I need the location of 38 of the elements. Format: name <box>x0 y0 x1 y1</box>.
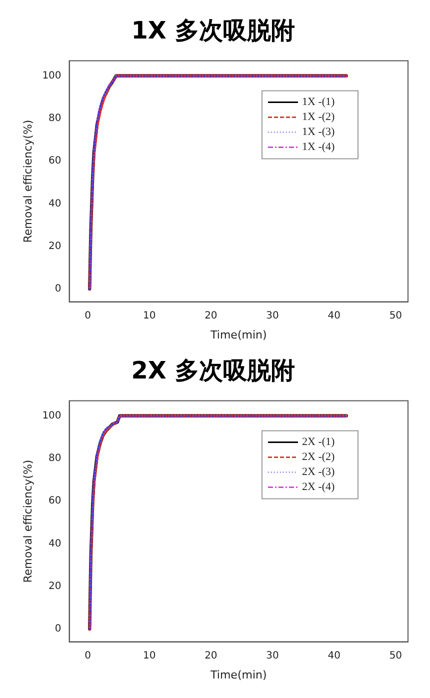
y-tick-label: 100 <box>42 70 62 82</box>
x-tick-label: 20 <box>204 310 218 322</box>
x-axis-title: Time(min) <box>210 668 267 682</box>
y-tick-label: 40 <box>48 198 62 210</box>
y-tick-label: 20 <box>48 580 62 592</box>
x-tick-label: 50 <box>389 650 402 662</box>
legend-label: 2X -(1) <box>302 436 336 448</box>
x-tick-label: 30 <box>266 650 279 662</box>
chart-title: 1X 多次吸脱附 <box>131 16 295 45</box>
legend-label: 2X -(4) <box>302 481 336 494</box>
x-tick-label: 40 <box>328 310 340 322</box>
y-tick-label: 40 <box>48 538 62 550</box>
legend-label: 1X -(2) <box>302 111 336 124</box>
legend-label: 1X -(1) <box>302 96 336 108</box>
y-tick-label: 80 <box>48 112 62 124</box>
y-axis-title: Removal efficiency(%) <box>21 120 34 243</box>
x-tick-label: 10 <box>142 310 156 322</box>
legend-label: 2X -(3) <box>302 466 336 478</box>
y-tick-label: 60 <box>48 496 62 507</box>
y-tick-label: 20 <box>48 240 62 252</box>
legend-label: 1X -(3) <box>302 126 336 138</box>
y-tick-label: 0 <box>54 284 62 295</box>
x-tick-label: 0 <box>84 310 91 322</box>
y-tick-label: 0 <box>54 624 62 635</box>
x-tick-label: 0 <box>84 650 91 662</box>
x-tick-label: 50 <box>389 310 402 322</box>
x-tick-label: 40 <box>328 650 340 662</box>
y-tick-label: 80 <box>48 452 62 464</box>
y-axis-title: Removal efficiency(%) <box>21 460 34 583</box>
y-tick-label: 100 <box>42 410 62 422</box>
chart-title: 2X 多次吸脱附 <box>131 356 295 385</box>
x-axis-title: Time(min) <box>210 328 267 342</box>
x-tick-label: 10 <box>142 650 156 662</box>
legend-label: 2X -(2) <box>302 451 336 464</box>
x-tick-label: 20 <box>204 650 218 662</box>
y-tick-label: 60 <box>48 156 62 167</box>
legend-label: 1X -(4) <box>302 141 336 154</box>
x-tick-label: 30 <box>266 310 279 322</box>
